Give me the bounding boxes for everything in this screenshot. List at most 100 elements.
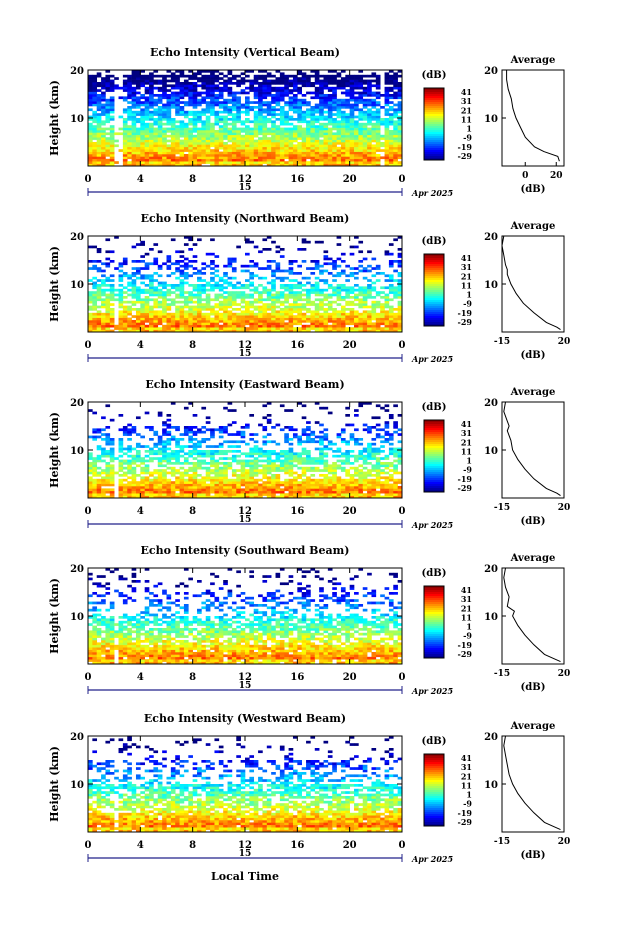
- average-profile-line: [503, 401, 561, 497]
- y-axis-label: Height (km): [48, 412, 61, 488]
- colorbar-tick-label: 31: [461, 262, 472, 272]
- average-x-tick-label: 0: [522, 171, 528, 181]
- average-x-tick-label: 20: [550, 171, 563, 181]
- day-label: 15: [239, 183, 252, 193]
- colorbar: [424, 88, 444, 161]
- date-label: Apr 2025: [411, 520, 454, 530]
- x-tick-label: 8: [189, 340, 196, 351]
- colorbar-tick-label: 41: [461, 419, 472, 429]
- average-x-label: (dB): [521, 516, 546, 527]
- heatmap-cells: [88, 70, 403, 167]
- average-x-tick-label: -15: [494, 337, 510, 347]
- y-axis-label: Height (km): [48, 246, 61, 322]
- colorbar-tick-label: 21: [461, 105, 472, 115]
- colorbar-tick-label: 1: [466, 290, 472, 300]
- colorbar-tick-label: 11: [461, 780, 472, 790]
- colorbar-tick-label: 11: [461, 612, 472, 622]
- colorbar-frame: [423, 253, 445, 327]
- average-y-tick-label: 10: [484, 280, 498, 291]
- average-x-tick-label: -15: [494, 669, 510, 679]
- x-tick-label: 12: [238, 506, 252, 517]
- colorbar-tick-label: 41: [461, 585, 472, 595]
- x-tick-label: 0: [399, 672, 406, 683]
- colorbar-tick-label: 11: [461, 280, 472, 290]
- average-y-tick-label: 10: [484, 780, 498, 791]
- x-tick-label: 0: [85, 840, 92, 851]
- chart-title: Echo Intensity (Vertical Beam): [150, 46, 340, 59]
- colorbar-tick-label: -9: [463, 465, 472, 475]
- chart-title: Echo Intensity (Southward Beam): [141, 544, 350, 557]
- colorbar-tick-label: 1: [466, 790, 472, 800]
- x-tick-label: 4: [137, 174, 144, 185]
- average-x-label: (dB): [521, 682, 546, 693]
- y-tick-label: 10: [70, 114, 84, 125]
- x-tick-label: 20: [343, 506, 357, 517]
- date-label: Apr 2025: [411, 686, 454, 696]
- colorbar-tick-label: 31: [461, 594, 472, 604]
- average-x-tick-label: -15: [494, 837, 510, 847]
- average-x-label: (dB): [521, 850, 546, 861]
- average-y-tick-label: 20: [484, 398, 498, 409]
- colorbar-tick-label: -9: [463, 299, 472, 309]
- day-label: 15: [239, 515, 252, 525]
- x-tick-label: 20: [343, 840, 357, 851]
- colorbar-tick-label: 11: [461, 446, 472, 456]
- y-tick-label: 20: [70, 732, 84, 743]
- day-label: 15: [239, 681, 252, 691]
- colorbar-tick-label: -9: [463, 799, 472, 809]
- x-tick-label: 16: [290, 840, 304, 851]
- x-tick-label: 0: [399, 506, 406, 517]
- average-x-tick-label: 20: [558, 837, 571, 847]
- chart-title: Echo Intensity (Eastward Beam): [145, 378, 344, 391]
- colorbar-frame: [423, 419, 445, 493]
- x-tick-label: 20: [343, 174, 357, 185]
- x-tick-label: 16: [290, 340, 304, 351]
- x-tick-label: 4: [137, 840, 144, 851]
- average-title: Average: [510, 553, 556, 564]
- x-tick-label: 12: [238, 672, 252, 683]
- average-x-label: (dB): [521, 184, 546, 195]
- colorbar: [424, 586, 444, 659]
- average-profile-line: [503, 567, 561, 663]
- colorbar-tick-label: 1: [466, 124, 472, 134]
- day-label: 15: [239, 849, 252, 859]
- x-tick-label: 12: [238, 340, 252, 351]
- y-tick-label: 20: [70, 564, 84, 575]
- heatmap-cells: [88, 236, 403, 333]
- panel-0: Echo Intensity (Vertical Beam) Height (km…: [48, 46, 565, 198]
- x-tick-label: 8: [189, 506, 196, 517]
- average-title: Average: [510, 721, 556, 732]
- colorbar-tick-label: -29: [458, 483, 473, 493]
- panel-3: Echo Intensity (Southward Beam) Height (k…: [48, 544, 570, 696]
- colorbar: [424, 754, 444, 827]
- x-tick-label: 20: [343, 340, 357, 351]
- panel-1: Echo Intensity (Northward Beam) Height (k…: [48, 212, 570, 364]
- colorbar-tick-label: -29: [458, 649, 473, 659]
- colorbar-unit: (dB): [422, 736, 447, 747]
- colorbar-unit: (dB): [422, 236, 447, 247]
- average-title: Average: [510, 387, 556, 398]
- average-x-tick-label: 20: [558, 337, 571, 347]
- average-profile-line: [506, 70, 560, 162]
- average-frame: [501, 735, 565, 833]
- x-tick-label: 16: [290, 672, 304, 683]
- x-tick-label: 16: [290, 174, 304, 185]
- colorbar-unit: (dB): [422, 402, 447, 413]
- colorbar-tick-label: -19: [458, 808, 473, 818]
- average-frame: [501, 69, 565, 167]
- x-tick-label: 4: [137, 340, 144, 351]
- x-tick-label: 0: [85, 340, 92, 351]
- chart-title: Echo Intensity (Westward Beam): [144, 712, 346, 725]
- x-tick-label: 16: [290, 506, 304, 517]
- average-title: Average: [510, 221, 556, 232]
- colorbar-unit: (dB): [422, 70, 447, 81]
- x-tick-label: 0: [399, 340, 406, 351]
- chart-title: Echo Intensity (Northward Beam): [141, 212, 350, 225]
- y-tick-label: 20: [70, 66, 84, 77]
- average-x-tick-label: 20: [558, 503, 571, 513]
- x-tick-label: 4: [137, 672, 144, 683]
- average-y-tick-label: 10: [484, 114, 498, 125]
- colorbar-unit: (dB): [422, 568, 447, 579]
- average-y-tick-label: 20: [484, 232, 498, 243]
- average-x-tick-label: 20: [558, 669, 571, 679]
